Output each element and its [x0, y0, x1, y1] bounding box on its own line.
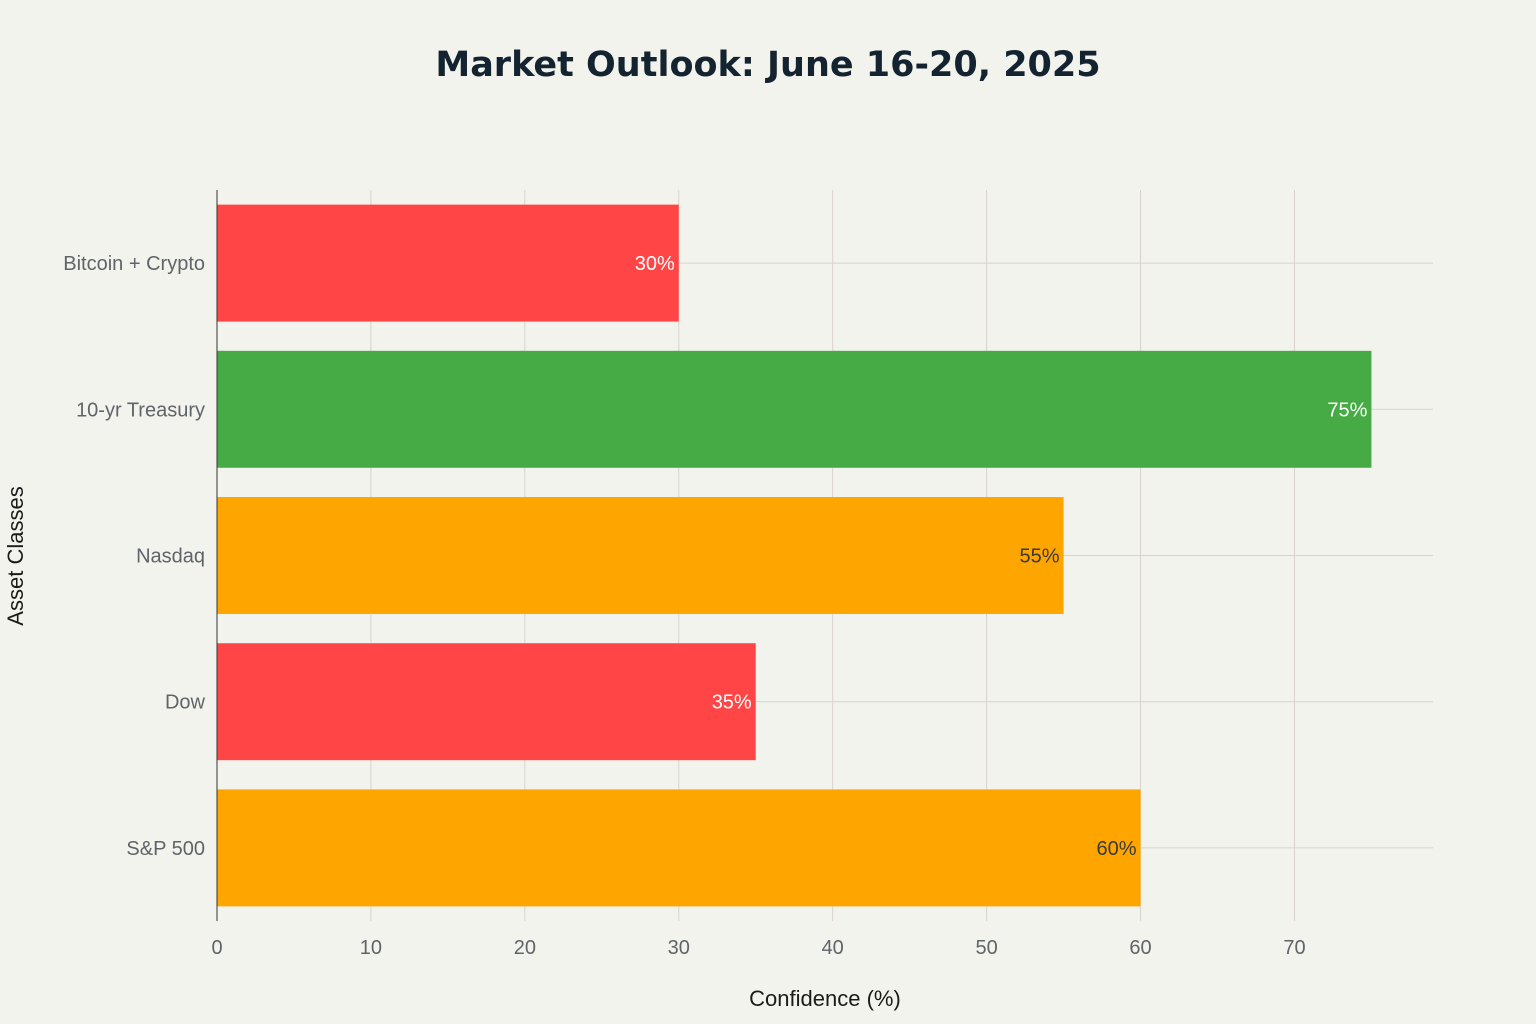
bars	[217, 204, 1372, 907]
y-tick-label: S&P 500	[126, 838, 205, 860]
y-axis-title: Asset Classes	[3, 486, 28, 625]
x-tick-label: 70	[1283, 937, 1305, 959]
chart-title: Market Outlook: June 16-20, 2025	[435, 45, 1100, 85]
x-tick-label: 20	[514, 937, 536, 959]
y-tick-label: Nasdaq	[136, 546, 205, 568]
bar-value-labels: 30% 75% 55% 35% 60%	[635, 253, 1368, 860]
y-tick-label: Bitcoin + Crypto	[63, 253, 205, 275]
bar	[217, 497, 1064, 614]
bar-value-label: 35%	[712, 692, 752, 714]
bar-value-label: 60%	[1097, 838, 1137, 860]
y-tick-label: Dow	[165, 692, 206, 714]
bar	[217, 789, 1141, 907]
x-axis-tick-labels: 0 10 20 30 40 50 60 70	[211, 937, 1305, 959]
bar-value-label: 75%	[1327, 399, 1367, 421]
x-tick-label: 10	[360, 937, 382, 959]
x-tick-label: 40	[822, 937, 844, 959]
x-axis-title: Confidence (%)	[749, 986, 901, 1011]
y-axis-tick-labels: Bitcoin + Crypto 10-yr Treasury Nasdaq Dow S…	[63, 253, 205, 860]
bar	[217, 204, 679, 322]
y-tick-label: 10-yr Treasury	[76, 399, 205, 421]
x-tick-label: 0	[211, 937, 222, 959]
x-tick-label: 60	[1129, 937, 1151, 959]
x-tick-label: 50	[975, 937, 997, 959]
bar-value-label: 55%	[1020, 546, 1060, 568]
bar-value-label: 30%	[635, 253, 675, 275]
bar	[217, 643, 756, 761]
bar	[217, 350, 1372, 468]
x-tick-label: 30	[668, 937, 690, 959]
